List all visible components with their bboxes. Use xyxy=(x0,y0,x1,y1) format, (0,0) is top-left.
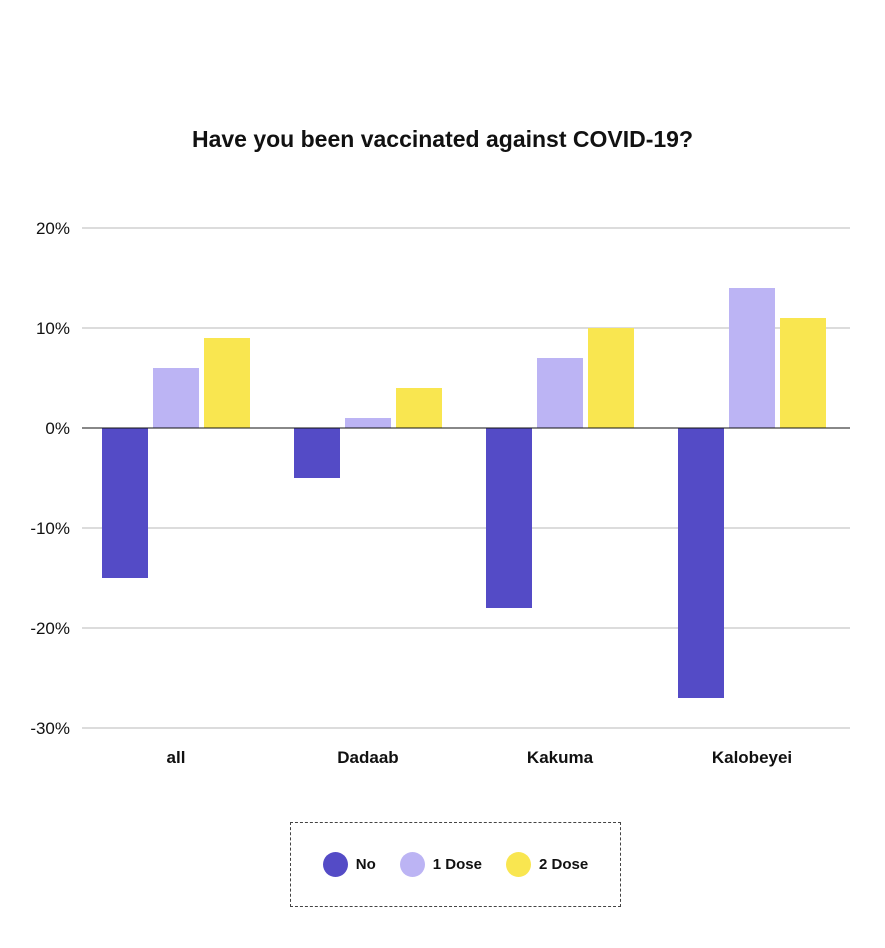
bar-kakuma-1-dose xyxy=(537,358,583,428)
bar-all-2-dose xyxy=(204,338,250,428)
x-category-label: Kalobeyei xyxy=(712,748,792,767)
y-tick-label: 20% xyxy=(36,219,70,238)
y-axis-ticks: 20% 10% 0% -10% -20% -30% xyxy=(30,219,70,738)
bar-kalobeyei-no xyxy=(678,428,724,698)
y-tick-label: 10% xyxy=(36,319,70,338)
x-category-label: Kakuma xyxy=(527,748,594,767)
legend-item-2-dose: 2 Dose xyxy=(506,852,588,877)
bar-all-1-dose xyxy=(153,368,199,428)
bar-dadaab-no xyxy=(294,428,340,478)
y-tick-label: 0% xyxy=(45,419,70,438)
legend-label-2-dose: 2 Dose xyxy=(539,856,589,873)
y-tick-label: -10% xyxy=(30,519,70,538)
legend-label-1-dose: 1 Dose xyxy=(432,856,482,873)
bar-kakuma-no xyxy=(486,428,532,608)
y-tick-label: -30% xyxy=(30,719,70,738)
chart-title: Have you been vaccinated against COVID-1… xyxy=(191,126,694,152)
bar-dadaab-1-dose xyxy=(345,418,391,428)
bar-chart: 20% 10% 0% -10% -20% -30% all Dadaab Kakuma Kalo… xyxy=(30,219,850,767)
bar-dadaab-2-dose xyxy=(396,388,442,428)
legend-item-1-dose: 1 Dose xyxy=(399,852,482,877)
bar-kalobeyei-2-dose xyxy=(780,318,826,428)
legend-swatch-1-dose xyxy=(399,852,425,877)
legend-swatch-2-dose xyxy=(506,852,531,877)
bars xyxy=(102,288,826,698)
bar-kakuma-2-dose xyxy=(588,328,634,428)
bar-kalobeyei-1-dose xyxy=(729,288,775,428)
y-tick-label: -20% xyxy=(30,619,70,638)
x-category-label: all xyxy=(167,748,186,767)
legend: No 1 Dose 2 Dose xyxy=(290,822,621,907)
legend-label-no: No xyxy=(355,856,376,873)
legend-swatch-no xyxy=(322,852,348,877)
x-category-label: Dadaab xyxy=(337,748,398,767)
x-axis-categories: all Dadaab Kakuma Kalobeyei xyxy=(167,748,793,767)
legend-item-no: No xyxy=(322,852,376,877)
bar-all-no xyxy=(102,428,148,578)
